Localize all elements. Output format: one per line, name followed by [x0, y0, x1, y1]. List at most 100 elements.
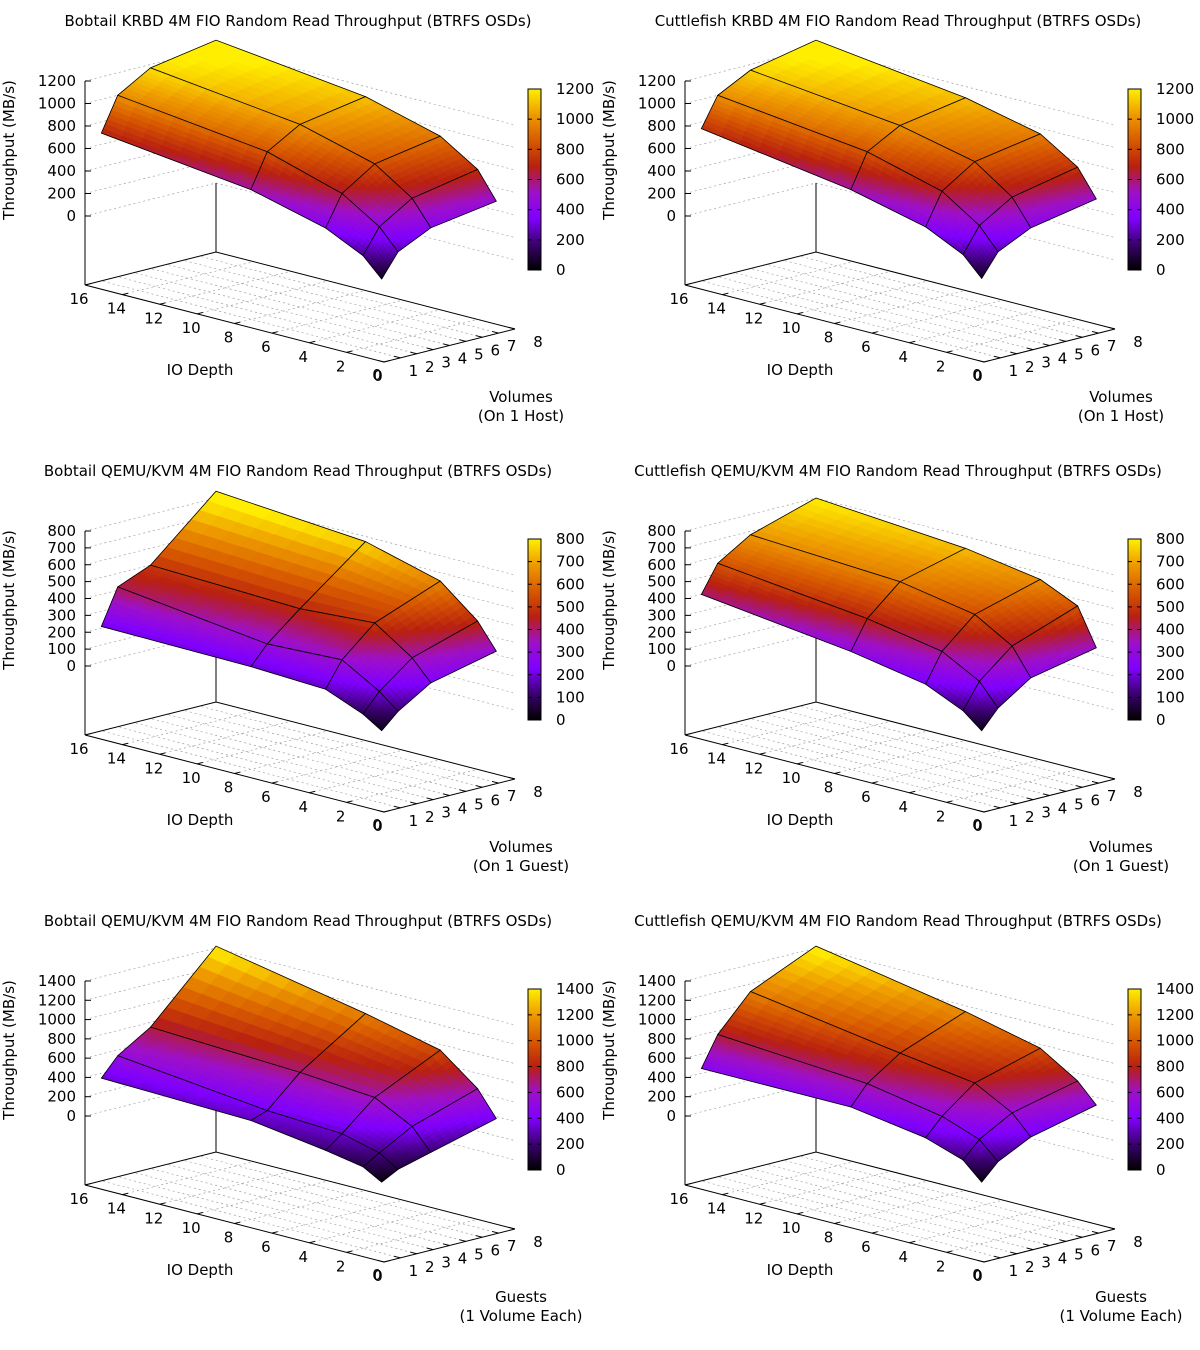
vol-tick-label: 1	[1009, 1262, 1019, 1280]
z-tick-label: 700	[647, 539, 676, 557]
vol-tick	[491, 1230, 499, 1234]
colorbar-tick-label: 200	[1156, 231, 1185, 249]
vol-tick	[1091, 330, 1099, 334]
floor-gridline-vol	[766, 1164, 1066, 1242]
z-tick-label: 400	[647, 590, 676, 608]
vol-axis-label-line2: (1 Volume Each)	[1060, 1307, 1183, 1325]
surface-chart-4: Cuttlefish QEMU/KVM 4M FIO Random Read T…	[600, 450, 1200, 900]
chart-svg: Cuttlefish KRBD 4M FIO Random Read Throu…	[600, 12, 1194, 425]
colorbar-tick-label: 600	[556, 1083, 585, 1101]
vol-tick-label: 1	[409, 362, 419, 380]
floor-gridline-vol	[166, 714, 466, 792]
floor-gridline-vol	[134, 722, 434, 800]
vol-tick-label: 3	[441, 804, 451, 822]
io-tick-label: 12	[744, 1209, 763, 1227]
io-tick	[383, 360, 390, 363]
vol-tick	[993, 1255, 1001, 1259]
io-tick-label: 0	[973, 817, 983, 835]
io-tick-label: 14	[107, 750, 126, 768]
io-tick-label: 14	[707, 300, 726, 318]
z-tick-label: 600	[47, 556, 76, 574]
vol-tick-label: 6	[1090, 341, 1100, 359]
z-tick-label: 400	[647, 162, 676, 180]
z-tick-label: 300	[647, 606, 676, 624]
vol-tick-label: 5	[474, 1245, 484, 1263]
floor-gridline-vol	[799, 1155, 1099, 1234]
vol-tick-label: 3	[441, 1254, 451, 1272]
vol-tick-label: 1	[409, 812, 419, 830]
vol-tick	[977, 809, 985, 813]
io-tick	[346, 350, 353, 353]
vol-axis-label-line1: Volumes	[1089, 388, 1153, 406]
io-tick-label: 8	[824, 1229, 834, 1247]
vol-tick	[475, 1235, 483, 1238]
vol-tick-label: 4	[458, 800, 468, 818]
chart-title: Bobtail QEMU/KVM 4M FIO Random Read Thro…	[44, 462, 552, 480]
io-tick	[234, 771, 241, 774]
io-tick-label: 4	[298, 1248, 308, 1266]
z-axis-label: Throughput (MB/s)	[0, 80, 18, 221]
colorbar-tick-label: 800	[1156, 530, 1185, 548]
vol-tick	[426, 797, 434, 801]
surface-mesh-cell	[362, 226, 399, 280]
colorbar-tick-label: 0	[1156, 261, 1166, 279]
io-tick-label: 2	[336, 1257, 346, 1275]
floor-gridline-vol	[117, 726, 417, 805]
floor-gridline-vol	[766, 264, 1066, 342]
colorbar-tick-label: 500	[1156, 598, 1185, 616]
io-tick-label: 10	[782, 769, 801, 787]
io-tick	[983, 360, 990, 363]
io-tick-label: 10	[182, 319, 201, 337]
vol-tick	[1059, 1239, 1066, 1242]
z-axis-label: Throughput (MB/s)	[600, 980, 618, 1121]
vol-tick	[1091, 780, 1099, 784]
vol-tick	[1108, 326, 1116, 330]
io-tick	[983, 810, 990, 813]
floor-gridline-vol	[717, 1176, 1017, 1255]
vol-tick-label: 1	[1009, 812, 1019, 830]
vol-tick-label: 7	[1107, 787, 1117, 805]
z-tick-label: 800	[47, 1030, 76, 1048]
io-tick	[834, 1221, 841, 1224]
surface	[100, 39, 497, 280]
chart-title: Bobtail KRBD 4M FIO Random Read Throughp…	[64, 12, 531, 30]
z-tick-label: 0	[66, 207, 76, 225]
colorbar-tick-label: 1200	[556, 1006, 594, 1024]
surface-mesh-cell	[962, 680, 999, 732]
io-tick-label: 16	[669, 290, 688, 308]
floor-gridline-vol	[734, 272, 1034, 350]
colorbar-tick-label: 1000	[556, 1032, 594, 1050]
colorbar-tick-label: 200	[1156, 666, 1185, 684]
surface-mesh-cell	[962, 224, 999, 280]
vol-tick-label: 8	[1133, 1233, 1143, 1251]
vol-axis-label-line1: Volumes	[1089, 838, 1153, 856]
io-tick	[84, 1183, 91, 1186]
floor-gridline-vol	[701, 730, 1001, 809]
z-tick-label: 600	[47, 1049, 76, 1067]
surface	[700, 945, 1097, 1183]
io-tick-label: 10	[182, 769, 201, 787]
vol-tick	[1091, 1230, 1099, 1234]
floor-gridline-vol	[734, 722, 1034, 800]
vol-tick	[1075, 335, 1083, 338]
io-tick	[684, 1183, 691, 1186]
z-tick-label: 400	[47, 162, 76, 180]
io-tick-label: 2	[336, 807, 346, 825]
z-tick-label: 800	[647, 522, 676, 540]
io-tick-label: 6	[861, 338, 871, 356]
io-tick	[234, 1221, 241, 1224]
io-tick-label: 10	[782, 1219, 801, 1237]
floor-gridline-vol	[183, 709, 483, 788]
floor-gridline-vol	[766, 714, 1066, 792]
floor-gridline-io	[909, 309, 1041, 344]
colorbar-tick-label: 200	[556, 1135, 585, 1153]
surface-mesh-cell	[362, 690, 399, 732]
floor-gridline-vol	[799, 255, 1099, 334]
io-axis-label: IO Depth	[167, 1261, 234, 1279]
z-axis-label: Throughput (MB/s)	[600, 80, 618, 221]
z-tick-label: 0	[66, 657, 76, 675]
io-tick	[797, 761, 803, 765]
floor-gridline-vol	[750, 1168, 1050, 1246]
vol-axis-label-line2: (On 1 Host)	[1078, 407, 1164, 425]
colorbar-tick-label: 800	[1156, 140, 1185, 158]
